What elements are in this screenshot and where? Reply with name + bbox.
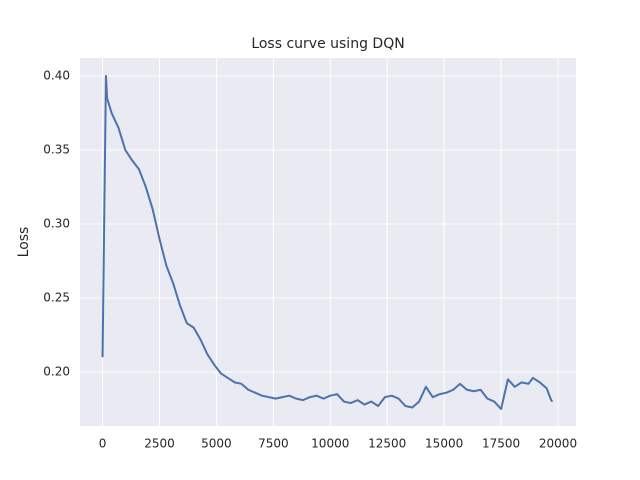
y-tick-label: 0.40	[43, 69, 70, 83]
y-tick-label: 0.30	[43, 217, 70, 231]
x-tick-label: 17500	[482, 437, 520, 451]
y-tick-label: 0.20	[43, 364, 70, 378]
y-tick-label: 0.35	[43, 143, 70, 157]
x-tick-label: 15000	[425, 437, 463, 451]
plot-area	[80, 58, 576, 426]
loss-line	[101, 75, 554, 410]
x-tick-label: 20000	[539, 437, 577, 451]
x-tick-label: 10000	[311, 437, 349, 451]
x-tick-label: 0	[99, 437, 107, 451]
x-tick-label: 2500	[144, 437, 175, 451]
y-tick-label: 0.25	[43, 291, 70, 305]
chart-title: Loss curve using DQN	[251, 36, 404, 52]
x-tick-label: 12500	[368, 437, 406, 451]
y-axis-label: Loss	[16, 227, 32, 258]
x-tick-label: 5000	[201, 437, 232, 451]
x-tick-label: 7500	[258, 437, 289, 451]
